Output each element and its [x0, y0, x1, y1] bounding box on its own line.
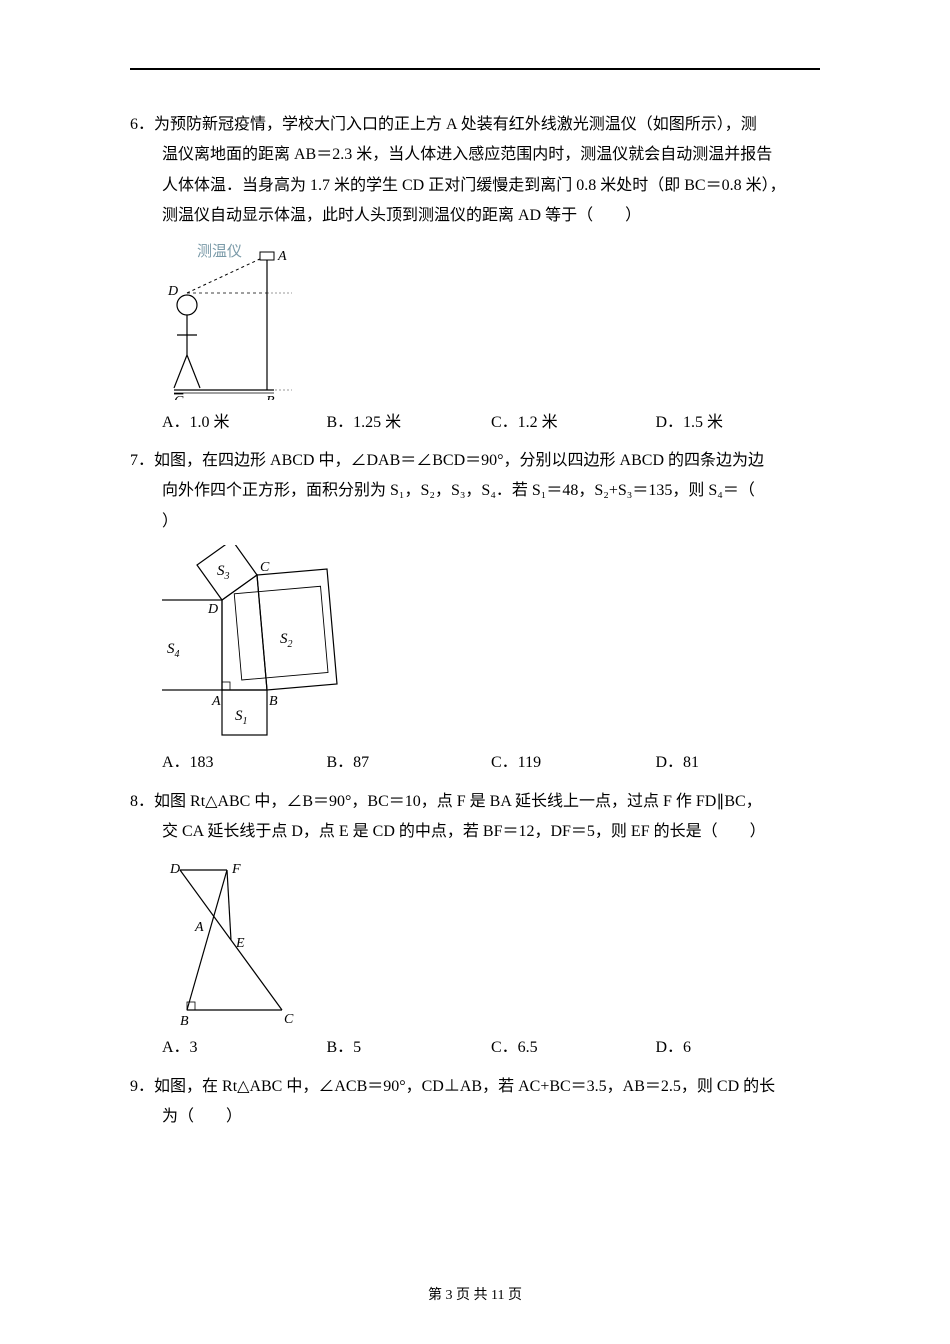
q8-line2: 交 CA 延长线于点 D，点 E 是 CD 的中点，若 BF＝12，DF＝5，则…: [130, 817, 820, 847]
q7-option-B: B．87: [327, 748, 492, 778]
q8-diagram: D F A E B C: [162, 855, 322, 1025]
q8-figure: D F A E B C: [130, 855, 820, 1025]
q9-line2: 为（ ）: [130, 1102, 820, 1132]
q7-line3: ）: [130, 507, 820, 537]
q6-label-C: C: [174, 394, 184, 400]
q6-line4: 测温仪自动显示体温，此时人头顶到测温仪的距离 AD 等于（ ）: [130, 201, 820, 231]
q6-diagram: 测温仪 A D: [162, 240, 302, 400]
q7-label-C: C: [260, 560, 270, 575]
q7-label-A: A: [211, 694, 221, 709]
q8-label-D: D: [169, 862, 180, 877]
q6-label-D: D: [167, 284, 178, 299]
q6-figure: 测温仪 A D: [130, 240, 820, 400]
q7-option-D: D．81: [656, 748, 821, 778]
q7-figure: S1 S4 S2 S3 A: [130, 545, 820, 740]
q8-line1: 如图 Rt△ABC 中，∠B＝90°，BC＝10，点 F 是 BA 延长线上一点…: [154, 793, 762, 810]
q8-label-F: F: [231, 862, 241, 877]
q9-num: 9．: [130, 1078, 154, 1095]
q7-line2: 向外作四个正方形，面积分别为 S₁，S₂，S₃，S₄．若 S₁＝48，S₂+S₃…: [130, 476, 820, 506]
q9-line1: 如图，在 Rt△ABC 中，∠ACB＝90°，CD⊥AB，若 AC+BC＝3.5…: [154, 1078, 775, 1095]
q8-option-D: D．6: [656, 1033, 821, 1063]
q7-label-S2: S2: [280, 631, 293, 650]
q7-label-D: D: [207, 602, 218, 617]
q8-option-B: B．5: [327, 1033, 492, 1063]
q6-num: 6．: [130, 116, 154, 133]
content-area: 6．为预防新冠疫情，学校大门入口的正上方 A 处装有红外线激光测温仪（如图所示）…: [130, 110, 820, 1132]
q8-option-C: C．6.5: [491, 1033, 656, 1063]
page-top-rule: [130, 68, 820, 70]
page-footer: 第 3 页 共 11 页: [0, 1284, 950, 1304]
q7-options: A．183 B．87 C．119 D．81: [130, 748, 820, 778]
question-8: 8．如图 Rt△ABC 中，∠B＝90°，BC＝10，点 F 是 BA 延长线上…: [130, 787, 820, 1064]
q7-label-S3: S3: [217, 563, 230, 582]
q8-options: A．3 B．5 C．6.5 D．6: [130, 1033, 820, 1063]
q6-option-D: D．1.5 米: [656, 408, 821, 438]
q7-option-A: A．183: [162, 748, 327, 778]
q7-label-B: B: [269, 694, 278, 709]
q8-label-E: E: [235, 936, 245, 951]
q8-option-A: A．3: [162, 1033, 327, 1063]
q7-diagram: S1 S4 S2 S3 A: [162, 545, 362, 740]
q8-label-B: B: [180, 1014, 189, 1025]
q6-option-B: B．1.25 米: [327, 408, 492, 438]
question-6: 6．为预防新冠疫情，学校大门入口的正上方 A 处装有红外线激光测温仪（如图所示）…: [130, 110, 820, 438]
q8-num: 8．: [130, 793, 154, 810]
q7-label-S1: S1: [235, 708, 248, 727]
q8-label-C: C: [284, 1012, 294, 1025]
q7-line1: 如图，在四边形 ABCD 中，∠DAB＝∠BCD＝90°，分别以四边形 ABCD…: [154, 452, 764, 469]
q7-option-C: C．119: [491, 748, 656, 778]
q6-label-A: A: [277, 249, 287, 264]
q6-line3: 人体体温．当身高为 1.7 米的学生 CD 正对门缓慢走到离门 0.8 米处时（…: [130, 171, 820, 201]
q6-option-A: A．1.0 米: [162, 408, 327, 438]
q6-line2: 温仪离地面的距离 AB＝2.3 米，当人体进入感应范围内时，测温仪就会自动测温并…: [130, 140, 820, 170]
q6-option-C: C．1.2 米: [491, 408, 656, 438]
q7-num: 7．: [130, 452, 154, 469]
q6-line1: 为预防新冠疫情，学校大门入口的正上方 A 处装有红外线激光测温仪（如图所示），测: [154, 116, 757, 133]
q6-label-B: B: [266, 394, 275, 400]
q7-label-S4: S4: [167, 641, 180, 660]
q6-fig-label: 测温仪: [197, 243, 242, 260]
question-9: 9．如图，在 Rt△ABC 中，∠ACB＝90°，CD⊥AB，若 AC+BC＝3…: [130, 1072, 820, 1133]
q8-label-A: A: [194, 920, 204, 935]
q6-options: A．1.0 米 B．1.25 米 C．1.2 米 D．1.5 米: [130, 408, 820, 438]
question-7: 7．如图，在四边形 ABCD 中，∠DAB＝∠BCD＝90°，分别以四边形 AB…: [130, 446, 820, 779]
